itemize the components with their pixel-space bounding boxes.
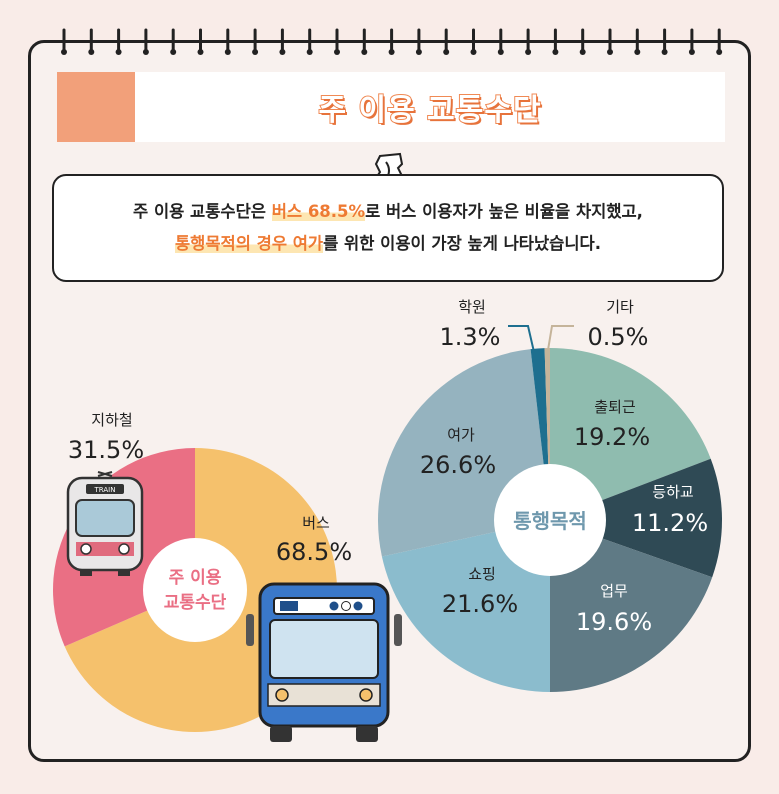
spiral-hole <box>224 49 231 55</box>
spiral-hole <box>170 49 177 55</box>
page-title: 주 이용 교통수단 <box>317 92 542 129</box>
slice-value-label: 11.2% <box>632 509 708 537</box>
title-band <box>57 72 725 142</box>
pie-slice-1 <box>550 348 711 520</box>
train-sign: TRAIN <box>94 486 116 494</box>
slice-value-label: 19.6% <box>576 608 652 636</box>
slice-category-label: 버스 <box>302 514 330 532</box>
slice-category-label: 등하교 <box>652 483 693 501</box>
pie-slice-4 <box>381 520 550 692</box>
spiral-hole <box>497 49 504 55</box>
summary-text: 주 이용 교통수단은 <box>133 202 272 221</box>
spiral-binding <box>61 28 723 55</box>
summary-highlight-bus: 버스 68.5% <box>271 202 366 221</box>
spiral-hole <box>388 49 395 55</box>
spiral-hole <box>688 49 695 55</box>
spiral-hole <box>634 49 641 55</box>
spiral-hole <box>607 49 613 55</box>
spiral-hole <box>525 49 532 55</box>
spiral-hole <box>415 49 422 55</box>
spiral-hole <box>716 49 723 55</box>
spiral-hole <box>197 49 204 55</box>
summary-text: 로 버스 이용자가 높은 비율을 차지했고, <box>365 202 643 221</box>
slice-category-label: 여가 <box>447 426 475 444</box>
summary-box: 주 이용 교통수단은 버스 68.5%로 버스 이용자가 높은 비율을 차지했고… <box>52 174 724 282</box>
spiral-hole <box>88 49 95 55</box>
spiral-hole <box>306 49 313 55</box>
slice-value-label: 31.5% <box>68 436 144 464</box>
summary-text: 를 위한 이용이 가장 높게 나타났습니다. <box>323 234 601 253</box>
purpose-pie <box>378 348 723 692</box>
spiral-hole <box>579 49 586 55</box>
spiral-hole <box>470 49 477 55</box>
spiral-hole <box>552 49 559 55</box>
slice-value-label: 21.6% <box>442 590 518 618</box>
summary-highlight-leisure: 통행목적의 경우 여가 <box>175 234 324 253</box>
leader-line <box>547 325 574 351</box>
spiral-hole <box>661 49 668 55</box>
center-circle <box>494 464 606 576</box>
summary-line-1: 주 이용 교통수단은 버스 68.5%로 버스 이용자가 높은 비율을 차지했고… <box>54 196 722 228</box>
slice-category-label: 학원 <box>458 298 486 316</box>
slice-category-label: 지하철 <box>91 411 132 429</box>
spiral-hole <box>142 49 149 55</box>
pie-slice-2 <box>550 458 723 578</box>
spiral-hole <box>361 49 368 55</box>
pie-center-title: 주 이용 <box>169 568 222 588</box>
slice-value-label: 1.3% <box>440 323 501 351</box>
spiral-hole <box>334 49 340 55</box>
slice-value-label: 0.5% <box>588 323 649 351</box>
pie-center-title: 교통수단 <box>164 593 227 613</box>
slice-category-label: 쇼핑 <box>468 565 496 583</box>
slice-category-label: 출퇴근 <box>594 398 636 416</box>
pie-center-title: 통행목적 <box>513 509 587 533</box>
slice-value-label: 68.5% <box>276 538 352 566</box>
pie-slice-3 <box>550 520 713 692</box>
train-icon: TRAIN <box>66 471 144 576</box>
center-circle <box>143 538 247 642</box>
spiral-hole <box>279 49 286 55</box>
slice-value-label: 26.6% <box>420 451 496 479</box>
bus-icon <box>246 582 402 742</box>
summary-line-2: 통행목적의 경우 여가를 위한 이용이 가장 높게 나타났습니다. <box>54 228 722 260</box>
slice-category-label: 기타 <box>606 298 634 316</box>
leader-line <box>508 325 535 353</box>
spiral-hole <box>61 49 67 55</box>
slice-category-label: 업무 <box>600 582 628 600</box>
spiral-hole <box>443 49 450 55</box>
spiral-hole <box>252 49 259 55</box>
spiral-hole <box>115 49 122 55</box>
slice-value-label: 19.2% <box>574 423 650 451</box>
title-accent-block <box>57 72 135 142</box>
